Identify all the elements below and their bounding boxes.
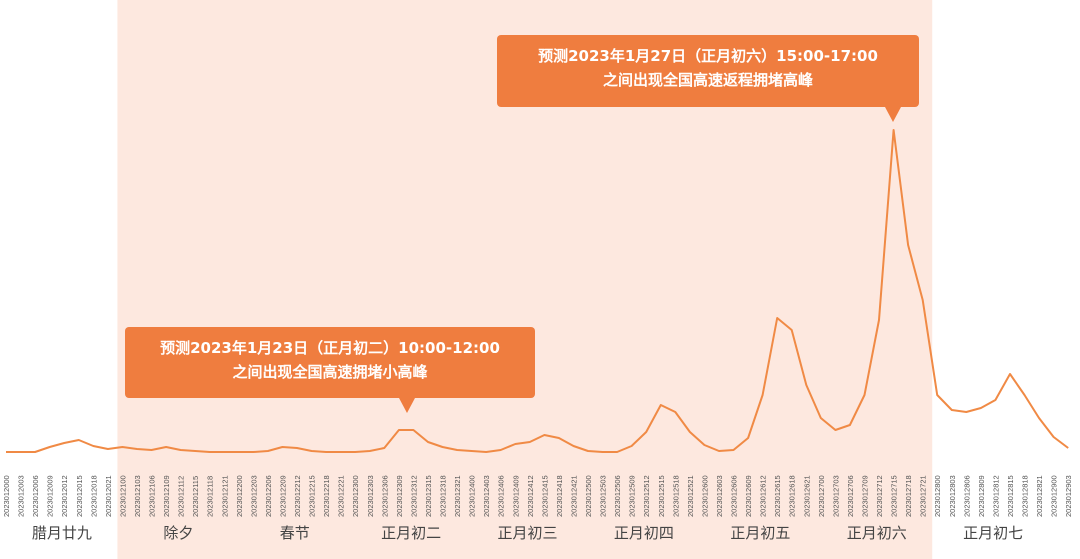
x-tick-label: 2023012509 [628,475,637,517]
x-tick-label: 2023012012 [60,475,69,517]
x-tick-label: 2023012109 [162,475,171,517]
x-tick-label: 2023012603 [715,475,724,517]
x-tick-label: 2023012212 [293,475,302,517]
x-tick-label: 2023012809 [977,475,986,517]
x-tick-label: 2023012600 [700,475,709,517]
x-tick-label: 2023012000 [2,475,11,517]
x-tick-label: 2023012803 [948,475,957,517]
x-tick-label: 2023012500 [584,475,593,517]
day-label: 除夕 [163,524,193,542]
x-tick-label: 2023012403 [482,475,491,517]
callout-box [125,327,535,398]
x-tick-label: 2023012003 [17,475,26,517]
day-label: 正月初六 [847,524,907,542]
x-tick-label: 2023012609 [744,475,753,517]
x-tick-label: 2023012206 [264,475,273,517]
x-tick-label: 2023012606 [730,475,739,517]
x-tick-label: 2023012009 [46,475,55,517]
callout-pointer [399,398,415,413]
x-tick-label: 2023012106 [148,475,157,517]
x-tick-label: 2023012818 [1021,475,1030,517]
x-tick-label: 2023012700 [817,475,826,517]
x-tick-label: 2023012200 [235,475,244,517]
x-tick-label: 2023012718 [904,475,913,517]
x-tick-label: 2023012415 [540,475,549,517]
x-tick-label: 2023012815 [1006,475,1015,517]
x-tick-label: 2023012512 [642,475,651,517]
x-tick-label: 2023012006 [31,475,40,517]
x-tick-label: 2023012115 [191,476,200,517]
x-tick-label: 2023012318 [439,475,448,517]
x-tick-label: 2023012303 [366,475,375,517]
day-label: 春节 [280,524,310,542]
x-tick-label: 2023012406 [497,475,506,517]
x-tick-label: 2023012806 [962,475,971,517]
callout-text: 预测2023年1月27日（正月初六）15:00-17:00 [538,47,878,65]
x-tick-label: 2023012418 [555,475,564,517]
callout-text: 预测2023年1月23日（正月初二）10:00-12:00 [160,339,500,357]
callout-pointer [885,107,901,122]
x-tick-label: 2023012621 [802,475,811,517]
x-tick-label: 2023012400 [468,475,477,517]
x-tick-label: 2023012218 [322,475,331,517]
x-tick-label: 2023012315 [424,475,433,517]
x-tick-label: 2023012221 [337,475,346,517]
x-tick-label: 2023012421 [569,475,578,517]
x-tick-label: 2023012309 [395,475,404,517]
x-tick-label: 2023012203 [249,475,258,517]
x-tick-label: 2023012300 [351,475,360,517]
x-tick-label: 2023012021 [104,475,113,517]
x-tick-label: 2023012721 [919,475,928,517]
x-tick-label: 2023012118 [206,476,215,517]
x-tick-label: 2023012715 [890,475,899,517]
x-tick-label: 2023012518 [671,475,680,517]
x-tick-label: 2023012312 [409,475,418,517]
x-tick-label: 2023012503 [599,475,608,517]
x-tick-label: 2023012800 [933,475,942,517]
day-label: 正月初四 [614,524,674,542]
callout-box [497,35,919,107]
callout-text: 之间出现全国高速返程拥堵高峰 [603,71,814,89]
x-tick-label: 2023012821 [1035,475,1044,517]
x-tick-label: 2023012015 [75,475,84,517]
x-tick-label: 2023012321 [453,475,462,517]
x-tick-label: 2023012018 [89,475,98,517]
x-tick-label: 2023012900 [1050,475,1059,517]
x-tick-label: 2023012709 [860,475,869,517]
x-tick-label: 2023012409 [511,475,520,517]
day-label: 正月初三 [498,524,558,542]
x-tick-label: 2023012515 [657,475,666,517]
x-tick-label: 2023012121 [220,475,229,517]
x-tick-label: 2023012706 [846,475,855,517]
x-tick-label: 2023012506 [613,475,622,517]
x-tick-label: 2023012712 [875,475,884,517]
x-tick-label: 2023012103 [133,475,142,517]
x-tick-label: 2023012215 [308,475,317,517]
day-label: 正月初五 [730,524,790,542]
x-tick-label: 2023012618 [788,475,797,517]
x-tick-label: 2023012703 [831,475,840,517]
x-tick-label: 2023012521 [686,475,695,517]
day-label: 腊月廿九 [32,524,92,542]
x-tick-label: 2023012812 [991,475,1000,517]
data-line [6,129,1069,453]
x-tick-label: 2023012612 [759,475,768,517]
x-tick-label: 2023012100 [118,475,127,517]
callout-text: 之间出现全国高速拥堵小高峰 [232,363,428,381]
x-tick-label: 2023012112 [177,476,186,517]
x-tick-label: 2023012615 [773,475,782,517]
x-tick-label: 2023012412 [526,475,535,517]
day-label: 正月初二 [381,524,441,542]
x-tick-label: 2023012209 [278,475,287,517]
x-tick-label: 2023012306 [380,475,389,517]
x-tick-label: 2023012903 [1064,475,1073,517]
day-label: 正月初七 [963,524,1023,542]
